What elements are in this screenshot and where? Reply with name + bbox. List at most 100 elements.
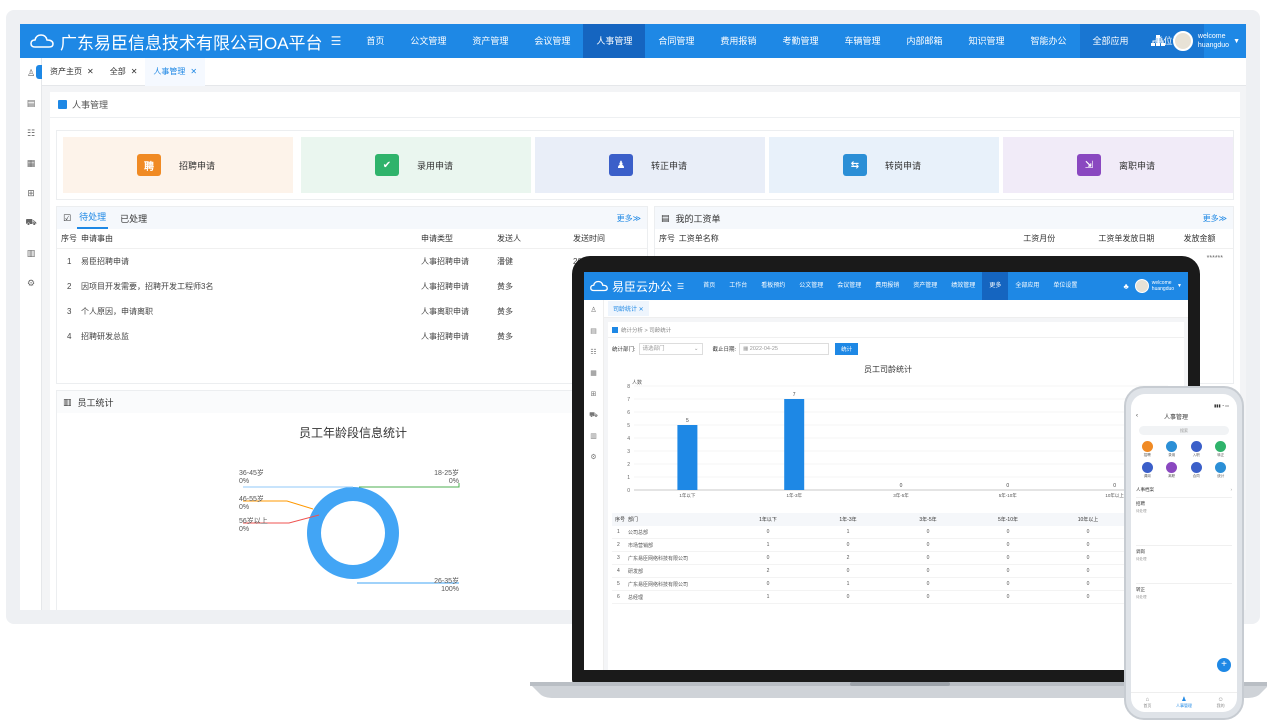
user-icon[interactable]: ♙	[26, 67, 36, 78]
dept-select[interactable]: 请选部门 ⌄	[638, 343, 703, 355]
phone-app-item[interactable]: 录用	[1160, 441, 1185, 458]
todo-more-link[interactable]: 更多≫	[616, 213, 641, 223]
back-icon[interactable]: ‹	[1136, 413, 1138, 419]
apply-card[interactable]: ⇲ 离职申请	[1003, 137, 1233, 193]
org-chart-icon[interactable]: ♣	[1123, 281, 1129, 291]
salary-more-link[interactable]: 更多≫	[1202, 213, 1227, 223]
phone-tab[interactable]: ♟ 人事管理	[1176, 696, 1192, 709]
phone-app-item[interactable]: 招聘	[1135, 441, 1160, 458]
stat-button[interactable]: 统计	[835, 343, 859, 355]
nav-item[interactable]: 首页	[703, 283, 716, 289]
table-row[interactable]: 1易臣招聘申请人事招聘申请潘健20	[57, 249, 647, 274]
add-fab-button[interactable]: +	[1217, 658, 1231, 672]
nav-item[interactable]: 全部应用	[1079, 24, 1142, 58]
page-tab[interactable]: 资产主页 ✕	[42, 58, 102, 86]
phone-list-item[interactable]: 转正 待处理	[1136, 583, 1232, 617]
tab-done[interactable]: 已处理	[120, 213, 148, 224]
table-row[interactable]: 5 广东易臣网络科技有限公司 0 1 0 0 0	[612, 578, 1180, 591]
nav-item[interactable]: 看板预约	[761, 283, 786, 289]
avatar[interactable]	[1172, 31, 1193, 51]
nav-item[interactable]: 资产管理	[913, 283, 938, 289]
nav-item[interactable]: 首页	[366, 36, 385, 46]
phone-app-item[interactable]: 合同	[1184, 462, 1209, 479]
nav-item[interactable]: 费用报销	[720, 36, 757, 46]
nav-item[interactable]: 更多	[982, 272, 1009, 300]
phone-app-item[interactable]: 统计	[1209, 462, 1234, 479]
chart-icon[interactable]: ▥	[26, 247, 36, 258]
gear-icon[interactable]: ⚙	[590, 454, 597, 461]
chevron-down-icon[interactable]: ▼	[1177, 283, 1182, 289]
nav-item[interactable]: 内部邮箱	[906, 36, 943, 46]
form-icon[interactable]: ☷	[590, 349, 597, 356]
menu-toggle-icon[interactable]: ☰	[330, 34, 342, 48]
sidebar-collapse-toggle[interactable]	[36, 65, 44, 79]
calculator-icon[interactable]: ⊞	[27, 187, 35, 198]
user-welcome[interactable]: welcome huangduo	[1198, 32, 1229, 50]
nav-item[interactable]: 人事管理	[583, 24, 646, 58]
form-icon[interactable]: ☷	[26, 127, 36, 138]
phone-tab[interactable]: ☺ 我的	[1217, 697, 1225, 709]
tab-pending[interactable]: 待处理	[77, 207, 109, 229]
apply-card[interactable]: ✔ 录用申请	[301, 137, 531, 193]
table-row[interactable]: 6 总经理 1 0 0 0 0	[612, 591, 1180, 604]
chevron-down-icon: ⌄	[693, 346, 699, 352]
apply-card[interactable]: 聘 招聘申请	[63, 137, 293, 193]
page-tab[interactable]: 全部 ✕	[102, 58, 146, 86]
nav-item[interactable]: 公文管理	[410, 36, 447, 46]
gear-icon[interactable]: ⚙	[26, 277, 36, 288]
nav-item[interactable]: 会议管理	[534, 36, 571, 46]
table-row[interactable]: 4 研发部 2 0 0 0 0	[612, 565, 1180, 578]
avatar[interactable]	[1134, 279, 1149, 293]
close-icon[interactable]: ✕	[130, 66, 138, 76]
document-icon[interactable]: ▤	[590, 328, 597, 335]
chevron-down-icon[interactable]: ▼	[1233, 37, 1240, 45]
calendar-icon[interactable]: ▦	[26, 157, 36, 168]
calculator-icon[interactable]: ⊞	[590, 391, 597, 398]
table-row[interactable]: 1 公司总部 0 1 0 0 0	[612, 526, 1180, 539]
nav-item[interactable]: 绩效管理	[951, 283, 976, 289]
table-row[interactable]: 2 市场营销部 1 0 0 0 0	[612, 539, 1180, 552]
menu-toggle-icon[interactable]: ☰	[677, 281, 685, 291]
nav-item[interactable]: 智能办公	[1030, 36, 1067, 46]
nav-item[interactable]: 考勤管理	[782, 36, 819, 46]
phone-search[interactable]: 搜索	[1139, 426, 1229, 435]
nav-item[interactable]: 知识管理	[968, 36, 1005, 46]
chart-icon[interactable]: ▥	[590, 433, 597, 440]
nav-item[interactable]: 合同管理	[658, 36, 695, 46]
nav-item[interactable]: 全部应用	[1015, 283, 1040, 289]
close-icon[interactable]: ✕	[87, 66, 94, 76]
table-row[interactable]: 4招聘研发总监人事招聘申请黄多20	[57, 324, 647, 349]
phone-app-item[interactable]: 调岗	[1135, 462, 1160, 479]
phone-list-item[interactable]: 招聘 待处理	[1136, 497, 1232, 541]
apply-card[interactable]: ♟ 转正申请	[535, 137, 765, 193]
laptop-welcome[interactable]: welcome huangduo	[1152, 280, 1174, 292]
chevron-right-icon[interactable]: ›	[1230, 487, 1233, 492]
user-icon[interactable]: ♙	[590, 307, 597, 314]
phone-list-item[interactable]: 调岗 待处理	[1136, 545, 1232, 579]
phone-tab[interactable]: ⌂ 首页	[1143, 697, 1151, 709]
nav-item[interactable]: 车辆管理	[844, 36, 881, 46]
nav-item[interactable]: 资产管理	[472, 36, 509, 46]
apply-card[interactable]: ⇆ 转岗申请	[769, 137, 999, 193]
tab-seniority[interactable]: 司龄统计 ✕	[608, 301, 649, 316]
date-input[interactable]: ▦ 2022-04-25	[739, 343, 830, 355]
phone-app-item[interactable]: 离职	[1160, 462, 1185, 479]
document-icon[interactable]: ▤	[26, 97, 36, 108]
nav-item[interactable]: 费用报销	[875, 283, 900, 289]
car-icon[interactable]: ⛟	[589, 412, 598, 419]
calendar-icon[interactable]: ▦	[590, 370, 597, 377]
page-tab[interactable]: 人事管理 ✕	[145, 57, 206, 86]
phone-app-item[interactable]: 转正	[1209, 441, 1234, 458]
close-icon[interactable]: ✕	[190, 66, 198, 76]
car-icon[interactable]: ⛟	[25, 217, 37, 227]
nav-item[interactable]: 单位设置	[1053, 283, 1078, 289]
nav-item[interactable]: 单位设置	[1141, 24, 1204, 58]
phone-app-item[interactable]: 入职	[1184, 441, 1209, 458]
org-chart-icon[interactable]	[1150, 35, 1165, 47]
table-row[interactable]: 3 广东易臣网络科技有限公司 0 2 0 0 0	[612, 552, 1180, 565]
nav-item[interactable]: 会议管理	[837, 283, 862, 289]
nav-item[interactable]: 工作台	[729, 283, 748, 289]
nav-item[interactable]: 公文管理	[799, 283, 824, 289]
